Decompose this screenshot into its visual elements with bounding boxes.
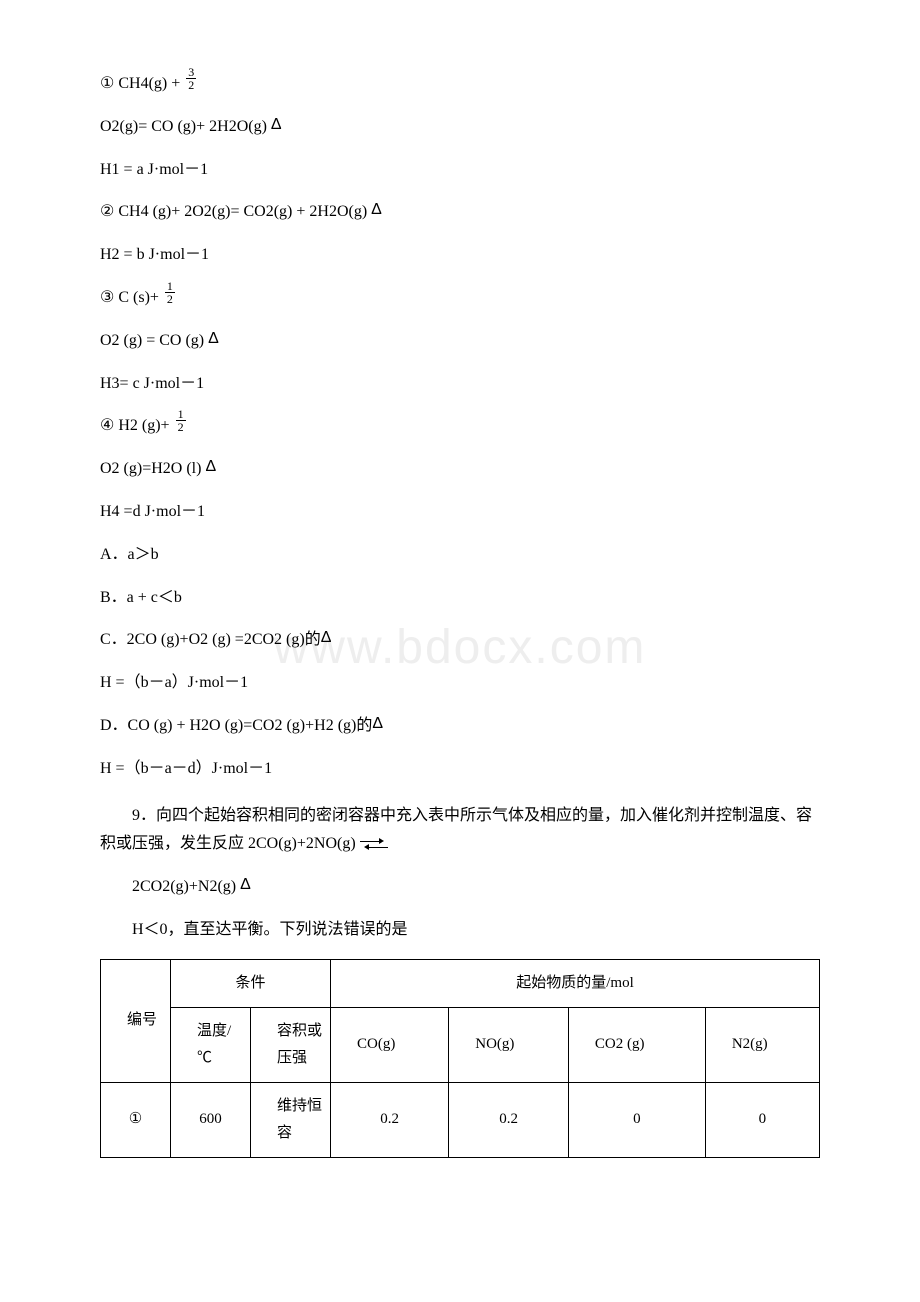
eq4-line2: O2 (g)=H2O (l) Δ bbox=[100, 455, 820, 484]
q9-para3: H＜0，直至达平衡。下列说法错误的是 bbox=[100, 916, 820, 945]
eq3-label: ③ C (s)+ bbox=[100, 289, 163, 306]
option-a: A．a＞b bbox=[100, 541, 820, 570]
table-row: ① 600 维持恒容 0.2 0.2 0 0 bbox=[101, 1082, 820, 1157]
cell-co: 0.2 bbox=[331, 1082, 449, 1157]
col-co2: CO2 (g) bbox=[568, 1007, 705, 1082]
eq2-line2: H2 = b J·mol－1 bbox=[100, 241, 820, 270]
q9-para1: 9．向四个起始容积相同的密闭容器中充入表中所示气体及相应的量，加入催化剂并控制温… bbox=[100, 802, 820, 860]
delta-icon: Δ bbox=[240, 876, 251, 893]
delta-icon: Δ bbox=[372, 715, 383, 732]
col-co: CO(g) bbox=[331, 1007, 449, 1082]
col-id: 编号 bbox=[101, 959, 171, 1082]
eq4-line3: H4 =d J·mol－1 bbox=[100, 498, 820, 527]
eq2-line1: ② CH4 (g)+ 2O2(g)= CO2(g) + 2H2O(g) Δ bbox=[100, 198, 820, 227]
eq3-frac: 12 bbox=[165, 280, 175, 305]
eq3-line2: O2 (g) = CO (g) Δ bbox=[100, 327, 820, 356]
eq1-frac: 32 bbox=[186, 66, 196, 91]
eq1-line1: ① CH4(g) + 32 bbox=[100, 70, 820, 99]
cell-no: 0.2 bbox=[449, 1082, 569, 1157]
option-d-line2: H =（b－a－d）J·mol－1 bbox=[100, 755, 820, 784]
col-no: NO(g) bbox=[449, 1007, 569, 1082]
col-start-amount: 起始物质的量/mol bbox=[331, 959, 820, 1007]
eq4-label: ④ H2 (g)+ bbox=[100, 417, 174, 434]
eq1-line3: H1 = a J·mol－1 bbox=[100, 156, 820, 185]
cell-temp: 600 bbox=[171, 1082, 251, 1157]
cell-co2: 0 bbox=[568, 1082, 705, 1157]
col-n2: N2(g) bbox=[705, 1007, 819, 1082]
option-d-line1: D．CO (g) + H2O (g)=CO2 (g)+H2 (g)的Δ bbox=[100, 712, 820, 741]
option-c-line1: C．2CO (g)+O2 (g) =2CO2 (g)的Δ bbox=[100, 626, 820, 655]
eq1-label: ① CH4(g) + bbox=[100, 75, 184, 92]
delta-icon: Δ bbox=[205, 458, 216, 475]
delta-icon: Δ bbox=[371, 201, 382, 218]
eq1-line2: O2(g)= CO (g)+ 2H2O(g) Δ bbox=[100, 113, 820, 142]
cell-n2: 0 bbox=[705, 1082, 819, 1157]
data-table: 编号 条件 起始物质的量/mol 温度/℃ 容积或压强 CO(g) NO(g) … bbox=[100, 959, 820, 1158]
option-b: B．a + c＜b bbox=[100, 584, 820, 613]
delta-icon: Δ bbox=[321, 629, 332, 646]
eq4-frac: 12 bbox=[176, 408, 186, 433]
option-c-line2: H =（b－a）J·mol－1 bbox=[100, 669, 820, 698]
eq3-line1: ③ C (s)+ 12 bbox=[100, 284, 820, 313]
table-header-row-2: 温度/℃ 容积或压强 CO(g) NO(g) CO2 (g) N2(g) bbox=[101, 1007, 820, 1082]
col-conditions: 条件 bbox=[171, 959, 331, 1007]
cell-id: ① bbox=[101, 1082, 171, 1157]
delta-icon: Δ bbox=[271, 116, 282, 133]
eq4-line1: ④ H2 (g)+ 12 bbox=[100, 412, 820, 441]
equilibrium-arrow-icon bbox=[360, 839, 388, 851]
table-header-row-1: 编号 条件 起始物质的量/mol bbox=[101, 959, 820, 1007]
col-temp: 温度/℃ bbox=[171, 1007, 251, 1082]
cell-vol: 维持恒容 bbox=[251, 1082, 331, 1157]
col-volume: 容积或压强 bbox=[251, 1007, 331, 1082]
q9-para2: 2CO2(g)+N2(g) Δ bbox=[100, 873, 820, 902]
delta-icon: Δ bbox=[208, 330, 219, 347]
eq3-line3: H3= c J·mol－1 bbox=[100, 370, 820, 399]
page-content: ① CH4(g) + 32 O2(g)= CO (g)+ 2H2O(g) Δ H… bbox=[100, 70, 820, 1158]
